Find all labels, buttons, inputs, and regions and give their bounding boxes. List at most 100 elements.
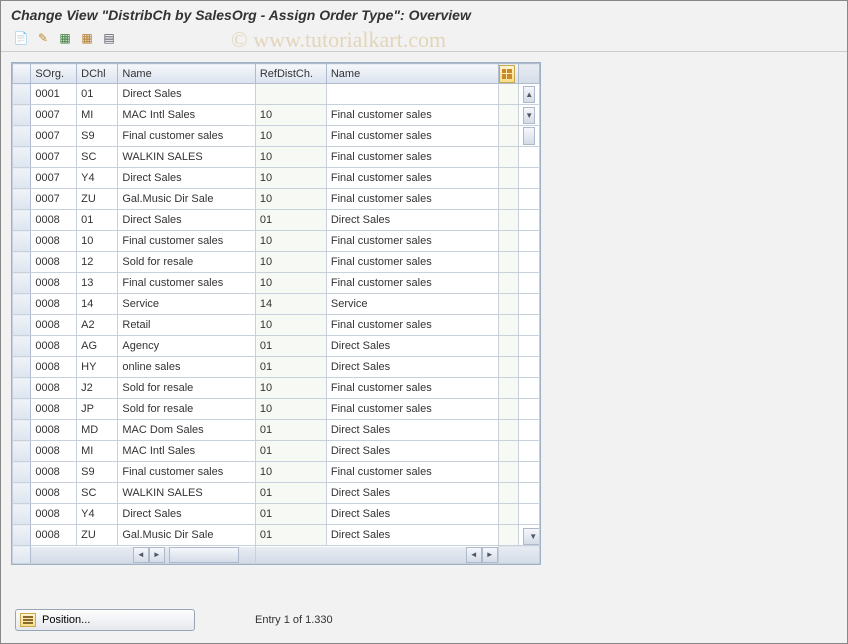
cell-dchl[interactable]: S9 xyxy=(77,462,118,483)
col-header-refdistch[interactable]: RefDistCh. xyxy=(255,64,326,84)
cell-refdistch[interactable]: 10 xyxy=(255,168,326,189)
cell-sorg[interactable]: 0008 xyxy=(31,525,77,546)
cell-dchl[interactable]: 13 xyxy=(77,273,118,294)
vscroll-cell[interactable] xyxy=(519,315,540,336)
cell-refdistch[interactable]: 10 xyxy=(255,399,326,420)
cell-sorg[interactable]: 0008 xyxy=(31,315,77,336)
col-header-name2[interactable]: Name xyxy=(326,64,498,84)
cell-dchl[interactable]: S9 xyxy=(77,126,118,147)
cell-dchl[interactable]: MD xyxy=(77,420,118,441)
cell-name1[interactable]: Direct Sales xyxy=(118,168,255,189)
vscroll-cell[interactable] xyxy=(519,399,540,420)
cell-sorg[interactable]: 0008 xyxy=(31,231,77,252)
cell-dchl[interactable]: J2 xyxy=(77,378,118,399)
row-selector[interactable] xyxy=(13,315,31,336)
row-selector[interactable] xyxy=(13,168,31,189)
cell-name1[interactable]: Service xyxy=(118,294,255,315)
vscroll-cell[interactable] xyxy=(519,210,540,231)
cell-name1[interactable]: Final customer sales xyxy=(118,126,255,147)
copy-icon[interactable]: ▦ xyxy=(77,29,97,47)
cell-refdistch[interactable]: 10 xyxy=(255,315,326,336)
hscroll-right-next-icon[interactable]: ► xyxy=(482,547,498,563)
cell-refdistch[interactable]: 01 xyxy=(255,336,326,357)
col-header-name1[interactable]: Name xyxy=(118,64,255,84)
cell-name1[interactable]: MAC Intl Sales xyxy=(118,441,255,462)
cell-name2[interactable]: Final customer sales xyxy=(326,252,498,273)
cell-dchl[interactable]: 12 xyxy=(77,252,118,273)
row-selector[interactable] xyxy=(13,378,31,399)
cell-sorg[interactable]: 0008 xyxy=(31,462,77,483)
col-header-config[interactable] xyxy=(498,64,519,84)
cell-dchl[interactable]: ZU xyxy=(77,189,118,210)
row-selector[interactable] xyxy=(13,210,31,231)
cell-sorg[interactable]: 0001 xyxy=(31,84,77,105)
cell-name2[interactable] xyxy=(326,84,498,105)
vscroll-cell[interactable] xyxy=(519,126,540,147)
cell-name2[interactable]: Final customer sales xyxy=(326,126,498,147)
cell-refdistch[interactable]: 01 xyxy=(255,525,326,546)
cell-sorg[interactable]: 0008 xyxy=(31,399,77,420)
row-selector[interactable] xyxy=(13,483,31,504)
cell-name1[interactable]: Agency xyxy=(118,336,255,357)
vscroll-cell[interactable] xyxy=(519,231,540,252)
cell-name2[interactable]: Final customer sales xyxy=(326,231,498,252)
cell-name1[interactable]: Direct Sales xyxy=(118,210,255,231)
cell-name2[interactable]: Final customer sales xyxy=(326,462,498,483)
vscroll-cell[interactable] xyxy=(519,441,540,462)
cell-refdistch[interactable]: 01 xyxy=(255,504,326,525)
cell-refdistch[interactable]: 10 xyxy=(255,378,326,399)
cell-sorg[interactable]: 0007 xyxy=(31,126,77,147)
vscroll-cell[interactable] xyxy=(519,357,540,378)
table-config-icon[interactable] xyxy=(499,65,515,83)
cell-name1[interactable]: Direct Sales xyxy=(118,84,255,105)
other-view-icon[interactable]: 📄 xyxy=(11,29,31,47)
cell-name2[interactable]: Final customer sales xyxy=(326,168,498,189)
cell-sorg[interactable]: 0008 xyxy=(31,378,77,399)
cell-name2[interactable]: Final customer sales xyxy=(326,378,498,399)
row-selector[interactable] xyxy=(13,504,31,525)
cell-sorg[interactable]: 0008 xyxy=(31,252,77,273)
cell-sorg[interactable]: 0008 xyxy=(31,420,77,441)
position-button[interactable]: Position... xyxy=(15,609,195,631)
vscroll-cell[interactable]: ▲ xyxy=(519,84,540,105)
cell-name1[interactable]: Final customer sales xyxy=(118,462,255,483)
cell-dchl[interactable]: JP xyxy=(77,399,118,420)
cell-name2[interactable]: Final customer sales xyxy=(326,315,498,336)
cell-name2[interactable]: Service xyxy=(326,294,498,315)
cell-name1[interactable]: Direct Sales xyxy=(118,504,255,525)
cell-sorg[interactable]: 0008 xyxy=(31,336,77,357)
cell-sorg[interactable]: 0008 xyxy=(31,210,77,231)
cell-refdistch[interactable]: 01 xyxy=(255,441,326,462)
col-header-sorg[interactable]: SOrg. xyxy=(31,64,77,84)
cell-name1[interactable]: Final customer sales xyxy=(118,231,255,252)
cell-name2[interactable]: Direct Sales xyxy=(326,483,498,504)
cell-refdistch[interactable]: 10 xyxy=(255,462,326,483)
vscroll-cell[interactable] xyxy=(519,378,540,399)
cell-dchl[interactable]: 01 xyxy=(77,84,118,105)
new-entries-icon[interactable]: ▦ xyxy=(55,29,75,47)
cell-refdistch[interactable]: 10 xyxy=(255,252,326,273)
vscroll-cell[interactable] xyxy=(519,294,540,315)
vscroll-cell[interactable] xyxy=(519,483,540,504)
cell-name1[interactable]: Gal.Music Dir Sale xyxy=(118,525,255,546)
cell-name2[interactable]: Direct Sales xyxy=(326,525,498,546)
cell-sorg[interactable]: 0008 xyxy=(31,441,77,462)
row-selector[interactable] xyxy=(13,525,31,546)
cell-refdistch[interactable] xyxy=(255,84,326,105)
hscroll-right[interactable]: ◄ ► xyxy=(256,547,498,563)
row-selector[interactable] xyxy=(13,336,31,357)
cell-sorg[interactable]: 0007 xyxy=(31,105,77,126)
row-selector[interactable] xyxy=(13,399,31,420)
vscroll-up-icon[interactable]: ▲ xyxy=(523,86,535,103)
cell-dchl[interactable]: 01 xyxy=(77,210,118,231)
row-selector[interactable] xyxy=(13,462,31,483)
cell-dchl[interactable]: A2 xyxy=(77,315,118,336)
col-header-dchl[interactable]: DChl xyxy=(77,64,118,84)
cell-name1[interactable]: Gal.Music Dir Sale xyxy=(118,189,255,210)
cell-refdistch[interactable]: 10 xyxy=(255,231,326,252)
cell-name2[interactable]: Direct Sales xyxy=(326,336,498,357)
cell-name2[interactable]: Direct Sales xyxy=(326,504,498,525)
row-selector[interactable] xyxy=(13,189,31,210)
cell-name2[interactable]: Direct Sales xyxy=(326,210,498,231)
cell-name1[interactable]: WALKIN SALES xyxy=(118,147,255,168)
